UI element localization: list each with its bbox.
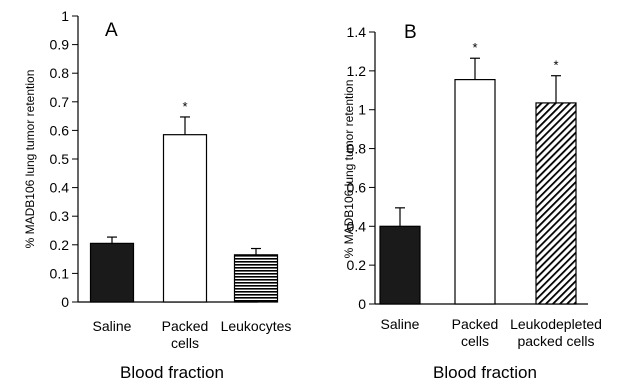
y-tick-label: 0.3 (50, 208, 70, 224)
x-tick-label: Saline (93, 318, 132, 334)
significance-marker: * (472, 40, 477, 55)
bar (454, 78, 496, 305)
y-tick-label: 0.2 (347, 257, 367, 273)
bar (89, 242, 135, 303)
panel-label: A (105, 20, 118, 41)
y-tick-label: 1 (358, 102, 366, 118)
y-tick-label: 0 (61, 294, 69, 310)
y-axis-label: % MADB106 lung tumor retention (23, 70, 37, 249)
y-tick-label: 1.4 (347, 24, 367, 40)
bar (535, 102, 577, 305)
x-tick-label: Packed (452, 316, 499, 332)
y-tick-label: 0.4 (347, 218, 367, 234)
x-tick-label: Leukocytes (221, 318, 292, 334)
chart-panel-b: 0 0.2 0.4 0.6 0.8 1 1.2 1.4 % MADB106 lung tumor… (342, 22, 602, 382)
y-tick-label: 0.1 (50, 265, 70, 281)
panel-label: B (404, 22, 417, 43)
y-tick-label: 0.6 (347, 179, 367, 195)
chart-panel-a: 0 0.1 0.2 0.3 0.4 0.5 0.6 0.7 0.8 0.9 1 % MADB106 l… (23, 8, 291, 382)
y-tick-label: 0.2 (50, 237, 70, 253)
bar (233, 254, 279, 303)
y-tick-label: 0.8 (50, 65, 70, 81)
x-tick-label: cells (171, 335, 199, 351)
significance-marker: * (553, 58, 558, 73)
y-tick-label: 0.4 (50, 180, 70, 196)
y-tick-label: 0.8 (347, 141, 367, 157)
significance-marker: * (182, 99, 187, 114)
bar (162, 134, 208, 303)
y-tick-label: 0.7 (50, 94, 70, 110)
x-axis-label: Blood fraction (433, 363, 537, 382)
x-tick-label: cells (461, 333, 489, 349)
x-tick-label: Leukodepleted (510, 316, 602, 332)
x-tick-label: Packed (162, 318, 209, 334)
y-tick-label: 0 (358, 296, 366, 312)
x-axis-label: Blood fraction (120, 363, 224, 382)
y-tick-label: 1.2 (347, 63, 367, 79)
x-tick-label: Saline (381, 316, 420, 332)
y-tick-label: 0.5 (50, 151, 70, 167)
y-tick-label: 1 (61, 8, 69, 24)
x-tick-label: packed cells (517, 333, 594, 349)
bar (379, 225, 421, 305)
y-tick-label: 0.9 (50, 37, 70, 53)
y-axis-label: % MADB106 lung tumor retention (342, 80, 356, 259)
y-tick-label: 0.6 (50, 122, 70, 138)
